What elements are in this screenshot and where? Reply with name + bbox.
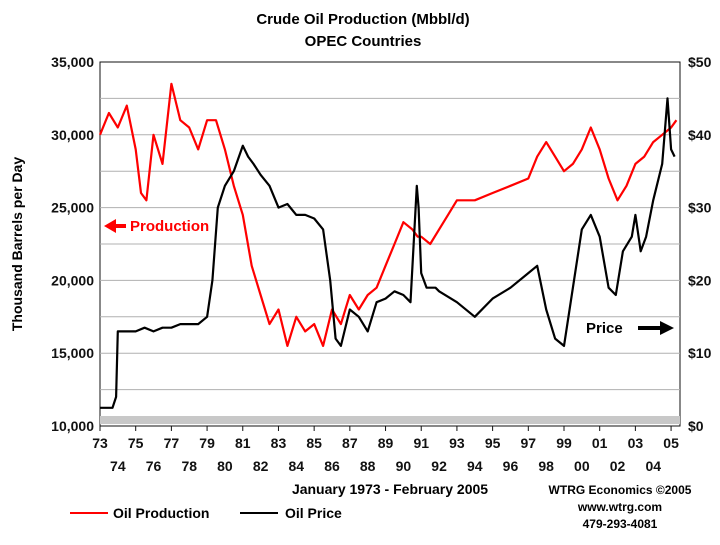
gridlines [100,97,680,391]
x-tick-bottom: 88 [360,458,376,474]
x-tick-top: 79 [199,435,215,451]
x-tick-top: 91 [413,435,429,451]
x-tick-bottom: 74 [110,458,126,474]
x-tick-top: 75 [128,435,144,451]
y-axis-label: Thousand Barrels per Day [9,157,25,331]
y-tick-left: 20,000 [51,272,94,288]
x-tick-bottom: 92 [431,458,447,474]
x-axis: 73 75 77 79 81 83 85 87 89 91 93 95 97 99 01 03 05 74 76 78… [92,426,679,474]
y-tick-right: $20 [688,272,712,288]
series-group [98,82,678,409]
x-tick-top: 95 [485,435,501,451]
y-tick-right: $0 [688,418,704,434]
credits: WTRG Economics ©2005 www.wtrg.com 479-29… [549,483,692,531]
x-tick-top: 93 [449,435,465,451]
x-tick-top: 05 [663,435,679,451]
x-tick-bottom: 96 [503,458,519,474]
y-tick-left: 35,000 [51,54,94,70]
y-tick-left: 25,000 [51,200,94,216]
price-annotation: Price [586,320,674,337]
right-arrow-icon [638,321,674,335]
x-tick-bottom: 82 [253,458,269,474]
x-tick-top: 89 [378,435,394,451]
legend-label-price: Oil Price [285,505,342,521]
x-tick-top: 73 [92,435,108,451]
y-tick-right: $10 [688,345,712,361]
chart-title: Crude Oil Production (Mbbl/d) [256,11,469,28]
price-label: Price [586,320,623,337]
y-tick-right: $50 [688,54,712,70]
x-tick-bottom: 02 [610,458,626,474]
x-tick-bottom: 98 [538,458,554,474]
series-line-oil-price [100,97,676,409]
y-axis-left: 10,000 15,000 20,000 25,000 30,000 35,000 [51,54,94,434]
x-tick-top: 81 [235,435,251,451]
x-tick-top: 77 [164,435,180,451]
x-tick-bottom: 76 [146,458,162,474]
x-tick-bottom: 78 [181,458,197,474]
y-tick-left: 10,000 [51,418,94,434]
x-tick-top: 87 [342,435,358,451]
y-tick-left: 30,000 [51,127,94,143]
x-tick-bottom: 94 [467,458,483,474]
credit-line-3: 479-293-4081 [583,517,658,531]
x-tick-bottom: 04 [645,458,661,474]
credit-line-2: www.wtrg.com [577,500,662,514]
chart-subtitle: OPEC Countries [305,33,422,50]
x-tick-bottom: 80 [217,458,233,474]
x-tick-top: 03 [628,435,644,451]
legend: Oil Production Oil Price [70,505,342,521]
x-tick-top: 99 [556,435,572,451]
x-tick-bottom: 90 [396,458,412,474]
x-tick-bottom: 86 [324,458,340,474]
y-tick-right: $40 [688,127,712,143]
y-axis-right: $0 $10 $20 $30 $40 $50 [688,54,712,434]
x-tick-bottom: 84 [289,458,305,474]
production-annotation: Production [104,218,209,235]
left-arrow-icon [104,219,126,233]
y-tick-right: $30 [688,200,712,216]
x-tick-top: 97 [521,435,537,451]
x-tick-top: 83 [271,435,287,451]
baseline-band [100,416,680,424]
series-line-oil-production [98,82,678,347]
x-tick-top: 01 [592,435,608,451]
legend-label-production: Oil Production [113,505,209,521]
y-tick-left: 15,000 [51,345,94,361]
production-label: Production [130,218,209,235]
x-axis-label: January 1973 - February 2005 [292,481,488,497]
x-tick-top: 85 [306,435,322,451]
credit-line-1: WTRG Economics ©2005 [549,483,692,497]
x-tick-bottom: 00 [574,458,590,474]
